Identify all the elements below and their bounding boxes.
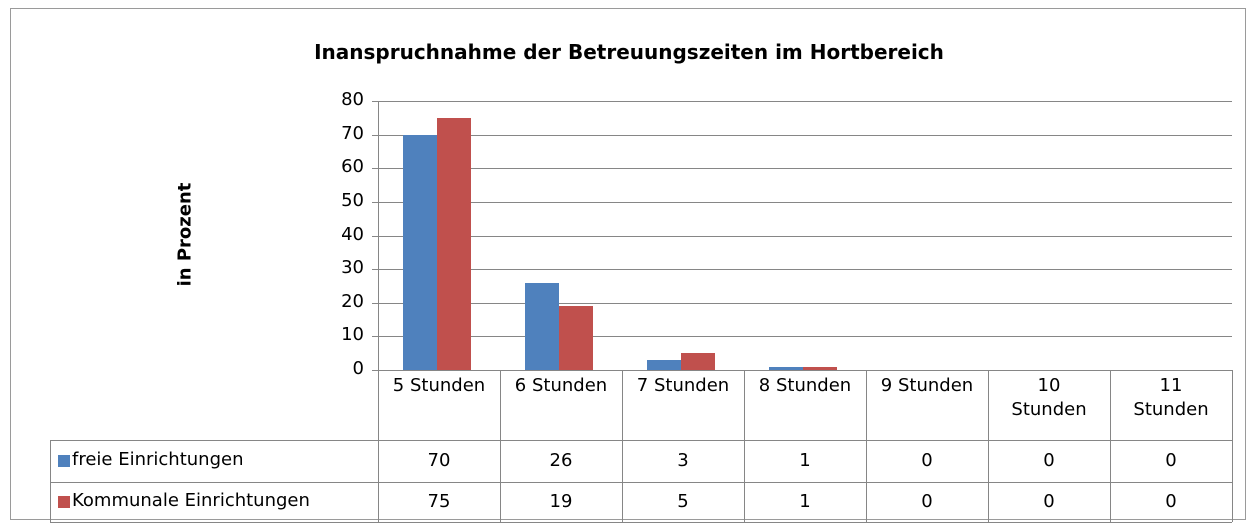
table-value: 0 <box>1165 491 1177 512</box>
table-value: 0 <box>1043 491 1055 512</box>
x-tick-label: 11 Stunden <box>1133 375 1209 420</box>
y-tick-label: 50 <box>341 189 364 211</box>
legend-swatch <box>58 455 70 467</box>
table-value: 3 <box>677 450 689 471</box>
table-line <box>866 370 867 522</box>
x-tick-label: 6 Stunden <box>514 375 608 396</box>
table-line <box>1232 370 1233 522</box>
y-axis-title: in Prozent <box>174 182 196 287</box>
table-line <box>988 370 989 522</box>
legend-label: freie Einrichtungen <box>72 449 244 470</box>
grid-line <box>372 235 1232 237</box>
x-tick-label: 10 Stunden <box>1011 375 1087 420</box>
bar <box>437 117 471 370</box>
table-value: 1 <box>799 491 811 512</box>
table-value: 0 <box>921 491 933 512</box>
grid-line <box>372 269 1232 271</box>
grid-line <box>372 336 1232 338</box>
table-value: 19 <box>549 491 573 512</box>
y-tick-label: 0 <box>352 358 364 379</box>
grid-line <box>372 134 1232 136</box>
table-value: 26 <box>549 450 573 471</box>
table-line <box>50 522 1232 523</box>
x-tick-label: 5 Stunden <box>392 375 486 396</box>
legend-swatch <box>58 496 70 508</box>
grid-line <box>372 302 1232 304</box>
y-tick-label: 10 <box>341 324 364 346</box>
y-tick-label: 60 <box>341 156 364 178</box>
y-tick-label: 20 <box>341 290 364 312</box>
grid-line <box>372 101 1232 102</box>
grid-line <box>372 370 1232 371</box>
chart-border <box>10 8 1246 520</box>
bar <box>403 134 437 370</box>
grid-line <box>372 168 1232 170</box>
bar <box>559 306 593 370</box>
table-value: 70 <box>427 450 451 471</box>
y-tick-label: 40 <box>341 223 364 245</box>
table-value: 0 <box>1043 450 1055 471</box>
table-line <box>500 370 501 522</box>
table-value: 5 <box>677 491 689 512</box>
table-value: 0 <box>1165 450 1177 471</box>
bar <box>525 282 559 370</box>
grid-line <box>372 201 1232 203</box>
table-line <box>744 370 745 522</box>
x-tick-label: 8 Stunden <box>758 375 852 396</box>
bar <box>681 353 715 370</box>
table-value: 75 <box>427 491 451 512</box>
y-tick-label: 80 <box>341 89 364 110</box>
table-line <box>50 482 1232 483</box>
table-line <box>622 370 623 522</box>
bar <box>647 359 681 370</box>
bar <box>803 366 837 370</box>
table-line <box>1110 370 1111 522</box>
bar <box>769 366 803 370</box>
table-value: 1 <box>799 450 811 471</box>
legend-label: Kommunale Einrichtungen <box>72 490 310 511</box>
x-tick-label: 7 Stunden <box>636 375 730 396</box>
y-tick-label: 70 <box>341 122 364 144</box>
chart-title: Inanspruchnahme der Betreuungszeiten im … <box>314 40 944 64</box>
table-line <box>50 440 1232 441</box>
table-line <box>50 440 51 522</box>
y-tick-label: 30 <box>341 257 364 279</box>
x-tick-label: 9 Stunden <box>880 375 974 396</box>
table-value: 0 <box>921 450 933 471</box>
y-axis-line <box>378 101 379 370</box>
table-line <box>378 370 379 522</box>
